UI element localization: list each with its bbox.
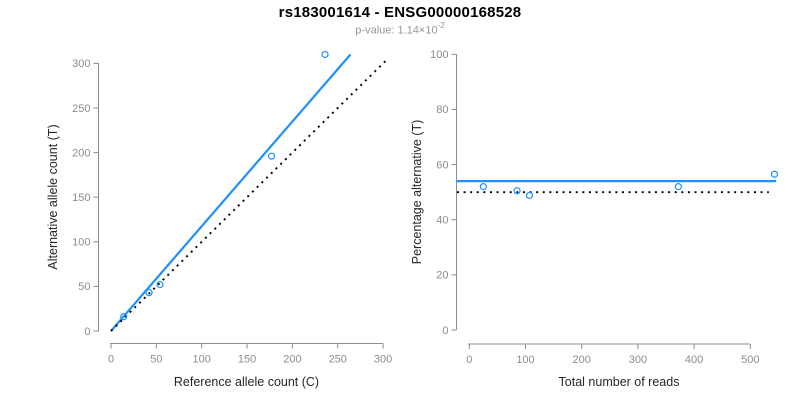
y-tick-label: 40 bbox=[436, 215, 448, 227]
x-tick-label: 100 bbox=[193, 354, 211, 366]
x-tick-label: 500 bbox=[741, 354, 759, 366]
y-tick-label: 20 bbox=[436, 270, 448, 282]
data-point bbox=[267, 152, 276, 160]
data-point bbox=[120, 313, 128, 321]
x-tick-label: 0 bbox=[466, 354, 472, 366]
y-axis-title: Percentage alternative (T) bbox=[410, 120, 424, 265]
page-title: rs183001614 - ENSG00000168528 bbox=[278, 4, 522, 21]
p-value-text: p-value: 1.14×10 bbox=[355, 24, 438, 37]
x-tick-label: 300 bbox=[629, 354, 647, 366]
data-point bbox=[513, 187, 521, 195]
data-point bbox=[321, 50, 329, 59]
x-tick-label: 150 bbox=[238, 354, 256, 366]
y-tick-label: 200 bbox=[72, 147, 90, 159]
data-point bbox=[674, 183, 682, 191]
y-tick-label: 300 bbox=[72, 58, 90, 70]
p-value-exponent: -2 bbox=[437, 21, 445, 30]
fitted-ratio-line bbox=[110, 53, 352, 332]
x-axis-title: Total number of reads bbox=[559, 375, 680, 389]
identity-line bbox=[110, 58, 389, 332]
y-tick-label: 60 bbox=[436, 159, 448, 171]
right-scatter-plot: 0 100 200 300 400 500 0 20 40 60 80 100 Total number… bbox=[410, 49, 779, 389]
y-tick-label: 50 bbox=[78, 281, 90, 293]
x-tick-label: 100 bbox=[516, 354, 534, 366]
x-tick-label: 0 bbox=[108, 354, 114, 366]
data-point bbox=[156, 281, 164, 289]
x-tick-label: 250 bbox=[329, 354, 347, 366]
y-tick-label: 100 bbox=[72, 237, 90, 249]
left-scatter-plot: 0 50 100 150 200 250 300 0 50 100 150 200 250 300 Refe… bbox=[46, 50, 392, 389]
data-point bbox=[145, 289, 153, 297]
x-tick-label: 200 bbox=[573, 354, 591, 366]
y-tick-label: 150 bbox=[72, 192, 90, 204]
data-point bbox=[525, 191, 534, 200]
p-value-subtitle: p-value: 1.14×10-2 bbox=[0, 21, 800, 37]
y-tick-label: 250 bbox=[72, 103, 90, 115]
x-tick-label: 300 bbox=[374, 354, 392, 366]
y-tick-label: 80 bbox=[436, 104, 448, 116]
y-axis-title: Alternative allele count (T) bbox=[46, 124, 60, 269]
data-point bbox=[770, 170, 779, 178]
x-tick-label: 200 bbox=[283, 354, 301, 366]
x-tick-label: 50 bbox=[150, 354, 162, 366]
x-tick-label: 400 bbox=[685, 354, 703, 366]
y-tick-label: 0 bbox=[442, 325, 448, 337]
data-point bbox=[479, 183, 487, 191]
y-tick-label: 100 bbox=[430, 49, 448, 61]
y-tick-label: 0 bbox=[84, 326, 90, 338]
x-axis-title: Reference allele count (C) bbox=[174, 375, 319, 389]
